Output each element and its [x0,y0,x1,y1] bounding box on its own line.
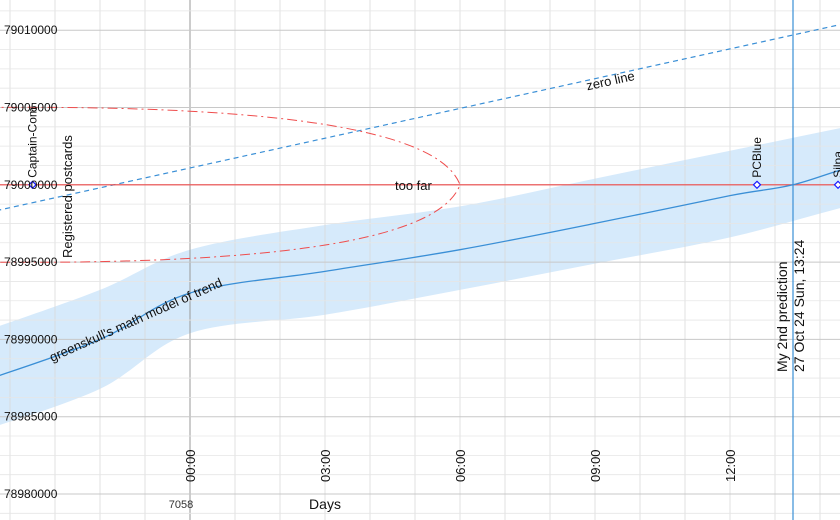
day-number-label: 7058 [169,499,193,511]
point-marker [752,180,762,190]
y-tick-label: 78995000 [4,255,58,269]
point-marker [833,180,840,190]
trend-line [0,169,840,376]
zero-line-label: zero line [585,68,636,93]
point-label: Silpa [831,151,840,178]
y-tick-label: 79000000 [4,178,58,192]
y-tick-label: 79005000 [4,101,58,115]
y-tick-label: 78990000 [4,332,58,346]
time-tick-label: 12:00 [723,449,738,482]
y-tick-label: 79010000 [4,23,58,37]
too-far-curve [0,106,461,263]
confidence-band [0,0,840,425]
prediction-label-line2: 27 Oct 24 Sun, 13:24 [791,239,807,372]
y-tick-label: 78985000 [4,410,58,424]
x-axis-word: Days [309,496,341,512]
time-tick-label: 09:00 [588,449,603,482]
zero-line [0,24,840,211]
prediction-points [28,180,840,190]
trend-series [0,169,840,376]
time-tick-label: 06:00 [453,449,468,482]
point-marker [28,180,37,190]
prediction-label-line1: My 2nd prediction [774,261,790,372]
time-tick-label: 00:00 [183,449,198,482]
band-area [0,0,840,425]
registered-postcards-label: Registered postcards [60,135,75,258]
y-tick-label: 78980000 [4,487,58,501]
too-far-label: too far [395,178,433,193]
point-label: Captain-Com [26,107,40,178]
point-label: PCBlue [750,137,764,178]
time-tick-label: 03:00 [318,449,333,482]
